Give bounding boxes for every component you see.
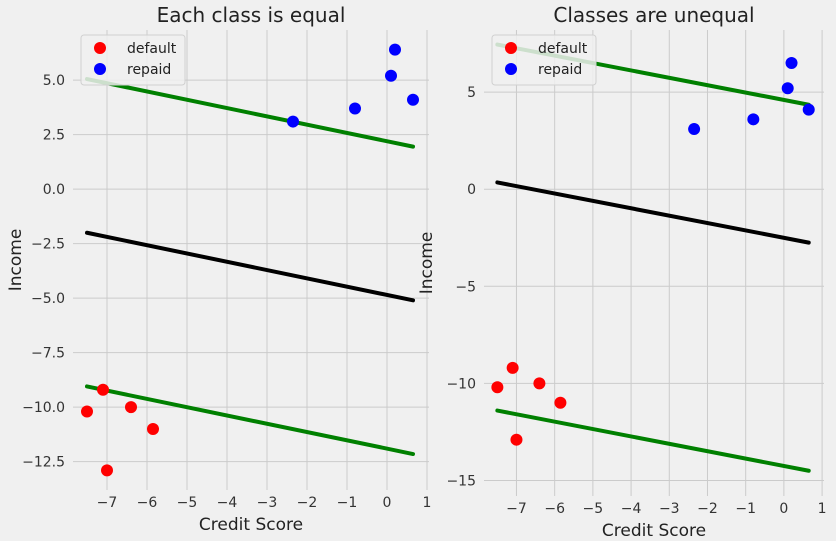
x-tick-label: −6 bbox=[137, 495, 158, 511]
default-point bbox=[533, 377, 546, 390]
x-tick-label: −3 bbox=[659, 501, 680, 517]
legend-label-default: default bbox=[538, 41, 588, 57]
legend-marker-default bbox=[94, 42, 106, 54]
repaid-point bbox=[688, 123, 701, 136]
margin-line bbox=[495, 408, 811, 473]
margin-line bbox=[85, 384, 415, 457]
boundary-line bbox=[495, 180, 811, 245]
default-point bbox=[101, 464, 113, 477]
y-tick-label: 0.0 bbox=[43, 182, 65, 198]
default-point bbox=[97, 383, 109, 396]
repaid-point bbox=[802, 103, 815, 116]
margin-line bbox=[85, 77, 415, 149]
x-axis-label: Credit Score bbox=[199, 515, 303, 535]
y-axis-label: Income bbox=[417, 232, 437, 295]
x-tick-label: 0 bbox=[779, 501, 788, 517]
y-tick-label: 5 bbox=[467, 85, 476, 101]
y-tick-label: −5 bbox=[455, 279, 476, 295]
x-tick-label: −5 bbox=[177, 495, 198, 511]
x-tick-label: −4 bbox=[621, 501, 642, 517]
x-tick-label: −4 bbox=[217, 495, 238, 511]
repaid-point bbox=[407, 93, 419, 106]
x-tick-label: 1 bbox=[423, 495, 432, 511]
legend-box bbox=[491, 34, 597, 86]
default-point bbox=[81, 405, 93, 418]
repaid-point bbox=[349, 102, 361, 115]
x-tick-label: −7 bbox=[506, 501, 527, 517]
boundary-line bbox=[85, 230, 415, 303]
chart-1: −7 −6 −5 −4 −3 −2 −1 0 1 −12.5 −10.0 −7.5 −5.0 −2.5 0.… bbox=[6, 3, 431, 535]
y-tick-label: −12.5 bbox=[22, 455, 65, 471]
legend-marker-repaid bbox=[94, 63, 106, 75]
x-tick-label: −5 bbox=[583, 501, 604, 517]
repaid-point bbox=[389, 43, 401, 56]
legend-marker-repaid bbox=[505, 63, 517, 75]
default-point bbox=[554, 396, 567, 409]
x-tick-label: −1 bbox=[337, 495, 358, 511]
y-tick-label: 2.5 bbox=[43, 128, 65, 144]
y-tick-label: −7.5 bbox=[31, 346, 65, 362]
y-axis-label: Income bbox=[6, 229, 26, 292]
legend-label-default: default bbox=[127, 41, 177, 57]
repaid-point bbox=[781, 82, 794, 95]
default-point bbox=[510, 433, 523, 446]
repaid-point bbox=[747, 113, 760, 126]
x-tick-label: −2 bbox=[697, 501, 718, 517]
y-tick-label: −10 bbox=[446, 376, 476, 392]
x-tick-label: 1 bbox=[818, 501, 827, 517]
legend-label-repaid: repaid bbox=[127, 62, 171, 78]
x-tick-label: −7 bbox=[97, 495, 118, 511]
legend-marker-default bbox=[505, 42, 517, 54]
default-point bbox=[125, 401, 137, 414]
legend: default repaid bbox=[80, 34, 186, 86]
repaid-point bbox=[385, 69, 397, 82]
y-tick-label: −2.5 bbox=[31, 237, 65, 253]
default-point bbox=[491, 381, 504, 394]
repaid-point bbox=[287, 115, 299, 128]
repaid-point bbox=[785, 57, 798, 70]
y-tick-label: −15 bbox=[446, 473, 476, 489]
y-tick-label: 0 bbox=[467, 182, 476, 198]
x-tick-label: −6 bbox=[544, 501, 565, 517]
chart-title: Each class is equal bbox=[157, 3, 346, 27]
chart-title: Classes are unequal bbox=[553, 3, 754, 27]
x-tick-label: −2 bbox=[297, 495, 318, 511]
y-tick-label: −10.0 bbox=[22, 400, 65, 416]
x-tick-label: 0 bbox=[383, 495, 392, 511]
default-point bbox=[506, 361, 519, 374]
x-tick-label: −1 bbox=[735, 501, 756, 517]
x-axis-label: Credit Score bbox=[602, 521, 706, 541]
y-tick-label: 5.0 bbox=[43, 73, 65, 89]
legend: default repaid bbox=[491, 34, 597, 86]
x-tick-label: −3 bbox=[257, 495, 278, 511]
legend-label-repaid: repaid bbox=[538, 62, 582, 78]
legend-box bbox=[80, 34, 186, 86]
default-point bbox=[147, 422, 159, 435]
y-tick-label: −5.0 bbox=[31, 291, 65, 307]
